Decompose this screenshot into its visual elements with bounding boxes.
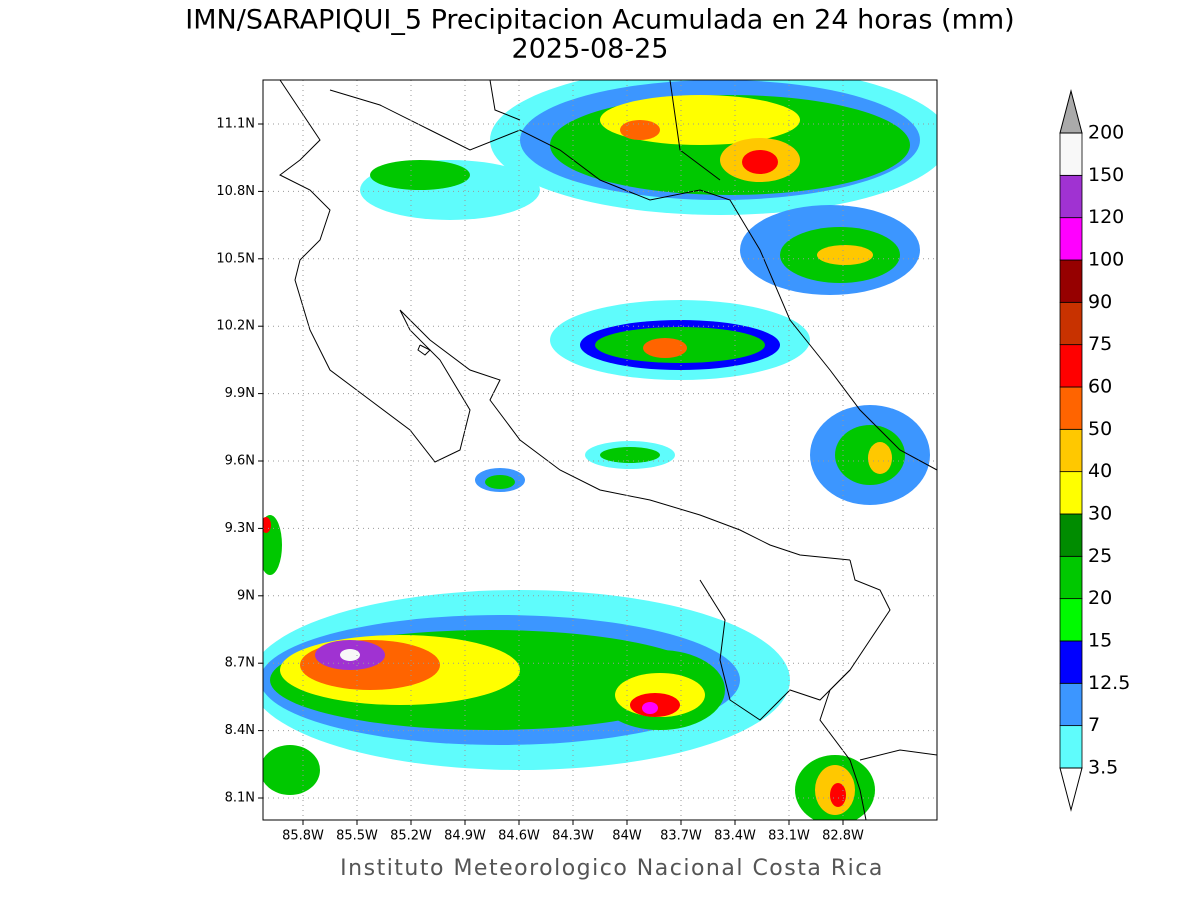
coastlines bbox=[279, 80, 937, 820]
lon-label: 83.1W bbox=[768, 829, 810, 844]
lon-label: 84.9W bbox=[444, 829, 486, 844]
lat-label: 9.3N bbox=[225, 521, 255, 536]
colorbar-label: 20 bbox=[1088, 587, 1112, 609]
colorbar-label: 15 bbox=[1088, 629, 1112, 651]
footer: Instituto Meteorologico Nacional Costa R… bbox=[340, 856, 884, 881]
colorbar-label: 60 bbox=[1088, 375, 1112, 397]
lon-label: 85.2W bbox=[390, 829, 432, 844]
lon-label: 83.7W bbox=[660, 829, 702, 844]
colorbar-band bbox=[1059, 344, 1083, 388]
colorbar-label: 40 bbox=[1088, 460, 1112, 482]
grid-layer bbox=[263, 80, 937, 820]
colorbar-label: 12.5 bbox=[1088, 672, 1130, 694]
colorbar-band bbox=[1059, 132, 1083, 176]
precip-field bbox=[263, 80, 937, 820]
colorbar-label: 100 bbox=[1088, 248, 1124, 270]
lat-label: 10.2N bbox=[216, 319, 255, 334]
colorbar-over bbox=[1059, 89, 1083, 134]
rain-north bbox=[360, 80, 937, 505]
lat-label: 9N bbox=[237, 588, 255, 603]
colorbar-label: 7 bbox=[1088, 714, 1100, 736]
map-frame bbox=[262, 79, 938, 821]
rain-south bbox=[263, 515, 875, 820]
colorbar-label: 75 bbox=[1088, 333, 1112, 355]
colorbar-label: 30 bbox=[1088, 502, 1112, 524]
colorbar-label: 25 bbox=[1088, 545, 1112, 567]
colorbar-band bbox=[1059, 513, 1083, 557]
colorbar-band bbox=[1059, 682, 1083, 727]
lon-label: 83.4W bbox=[714, 829, 756, 844]
lat-label: 10.5N bbox=[216, 251, 255, 266]
lon-label: 84.3W bbox=[552, 829, 594, 844]
colorbar-label: 200 bbox=[1088, 122, 1124, 144]
lat-label: 10.8N bbox=[216, 184, 255, 199]
title: IMN/SARAPIQUI_5 Precipitacion Acumulada … bbox=[185, 5, 1014, 36]
colorbar-band bbox=[1059, 428, 1083, 473]
lat-label: 8.7N bbox=[225, 656, 255, 671]
colorbar-band bbox=[1059, 555, 1083, 600]
lon-label: 82.8W bbox=[822, 829, 864, 844]
colorbar-band bbox=[1059, 174, 1083, 219]
colorbar-label: 50 bbox=[1088, 418, 1112, 440]
colorbar-band bbox=[1059, 640, 1083, 684]
colorbar-label: 3.5 bbox=[1088, 756, 1118, 778]
colorbar-band bbox=[1059, 217, 1083, 261]
colorbar-band bbox=[1059, 301, 1083, 346]
colorbar-band bbox=[1059, 598, 1083, 642]
colorbar-label: 90 bbox=[1088, 291, 1112, 313]
colorbar-label: 120 bbox=[1088, 206, 1124, 228]
colorbar-band bbox=[1059, 259, 1083, 303]
lat-label: 9.9N bbox=[225, 386, 255, 401]
colorbar-band bbox=[1059, 386, 1083, 430]
lat-label: 11.1N bbox=[216, 117, 255, 132]
colorbar-band bbox=[1059, 471, 1083, 515]
lat-label: 8.1N bbox=[225, 791, 255, 806]
lon-label: 84W bbox=[612, 829, 642, 844]
lat-label: 9.6N bbox=[225, 454, 255, 469]
lon-label: 85.8W bbox=[282, 829, 324, 844]
subtitle: 2025-08-25 bbox=[512, 34, 669, 65]
colorbar-band bbox=[1059, 725, 1083, 769]
lat-label: 8.4N bbox=[225, 723, 255, 738]
lon-label: 84.6W bbox=[498, 829, 540, 844]
lon-label: 85.5W bbox=[336, 829, 378, 844]
colorbar-under bbox=[1059, 767, 1083, 812]
colorbar-label: 150 bbox=[1088, 164, 1124, 186]
